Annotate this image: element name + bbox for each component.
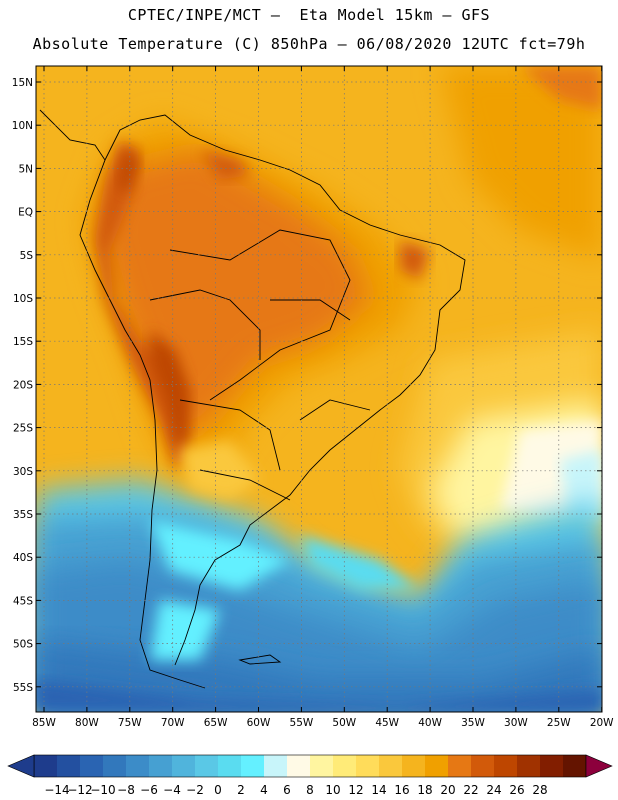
- color-scale-label: 6: [283, 783, 291, 797]
- latitude-label: 40S: [13, 552, 33, 564]
- coastlines: [39, 109, 466, 689]
- color-scale-cell: [241, 755, 265, 777]
- color-scale-cell: [563, 755, 587, 777]
- color-scale-label: 16: [394, 783, 409, 797]
- color-scale-cell: [80, 755, 104, 777]
- color-scale-label: −12: [67, 783, 92, 797]
- color-scale-cell: [494, 755, 518, 777]
- latitude-label: 30S: [13, 466, 33, 478]
- longitude-label: 65W: [204, 717, 228, 729]
- color-scale-label: −14: [44, 783, 69, 797]
- color-scale-label: −8: [117, 783, 135, 797]
- longitude-label: 30W: [504, 717, 528, 729]
- color-scale-label: 20: [440, 783, 455, 797]
- longitude-label: 20W: [590, 717, 614, 729]
- latitude-label: 5S: [20, 250, 34, 262]
- color-scale-cell: [471, 755, 495, 777]
- temperature-map: 15N 10N 5N EQ 5S 10S 15S 20S 25S 30S 35S 40S 45S 50S 5…: [12, 65, 614, 729]
- color-scale-cell: [172, 755, 196, 777]
- color-scale-label: −10: [90, 783, 115, 797]
- latitude-label: 10N: [12, 120, 33, 132]
- color-scale-label: 18: [417, 783, 432, 797]
- color-scale-label: 26: [509, 783, 524, 797]
- color-scale-label: 2: [237, 783, 245, 797]
- map-frame: [35, 65, 603, 713]
- longitude-label: 45W: [375, 717, 399, 729]
- color-scale-label: 22: [463, 783, 478, 797]
- color-scale-cell: [103, 755, 127, 777]
- color-scale-cell: [540, 755, 564, 777]
- color-scale-labels: −14−12−10 −8 −6 −4 −2 0 2 4 6 8 10 12 14 16 18 20 22 24 26…: [44, 783, 547, 797]
- color-scale-label: 0: [214, 783, 222, 797]
- color-scale-cell: [356, 755, 380, 777]
- longitude-label: 25W: [547, 717, 571, 729]
- color-scale-bar: −14−12−10 −8 −6 −4 −2 0 2 4 6 8 10 12 14 16 18 20 22 24 26…: [7, 754, 613, 797]
- title-line-2: Absolute Temperature (C) 850hPa – 06/08/…: [32, 35, 586, 53]
- latitude-label: 10S: [13, 293, 33, 305]
- color-scale-cell: [57, 755, 81, 777]
- longitude-label: 70W: [161, 717, 185, 729]
- color-scale-label: 4: [260, 783, 268, 797]
- color-scale-cell: [379, 755, 403, 777]
- color-scale-cell: [402, 755, 426, 777]
- color-scale-label: −6: [140, 783, 158, 797]
- longitude-label: 80W: [75, 717, 99, 729]
- longitude-label: 55W: [290, 717, 314, 729]
- color-scale-cell: [218, 755, 242, 777]
- longitude-label: 50W: [332, 717, 356, 729]
- longitude-label: 85W: [32, 717, 56, 729]
- longitude-label: 35W: [461, 717, 485, 729]
- longitude-label: 60W: [247, 717, 271, 729]
- latitude-labels: 15N 10N 5N EQ 5S 10S 15S 20S 25S 30S 35S 40S 45S 50S 5…: [12, 77, 34, 694]
- longitude-label: 40W: [418, 717, 442, 729]
- color-scale-cells: [33, 754, 587, 778]
- color-scale-low-arrow: [7, 754, 35, 778]
- color-scale-label: 24: [486, 783, 501, 797]
- latitude-label: 15N: [12, 77, 33, 89]
- latitude-label: 15S: [13, 336, 33, 348]
- color-scale-cell: [448, 755, 472, 777]
- latitude-label: 55S: [13, 682, 33, 694]
- color-scale-cell: [34, 755, 58, 777]
- latitude-label: 45S: [13, 595, 33, 607]
- latitude-label: 5N: [18, 163, 33, 175]
- color-scale-label: 28: [532, 783, 547, 797]
- color-scale-cell: [517, 755, 541, 777]
- color-scale-label: −2: [186, 783, 204, 797]
- color-scale-cell: [195, 755, 219, 777]
- latitude-label: 20S: [13, 379, 33, 391]
- color-scale-high-arrow: [585, 754, 613, 778]
- color-scale-label: −4: [163, 783, 181, 797]
- temperature-field: [36, 66, 602, 712]
- color-scale-label: 10: [325, 783, 340, 797]
- color-scale-cell: [149, 755, 173, 777]
- latitude-label: EQ: [18, 207, 33, 219]
- title-line-1: CPTEC/INPE/MCT – Eta Model 15km – GFS: [127, 6, 491, 24]
- latitude-label: 35S: [13, 509, 33, 521]
- latitude-label: 50S: [13, 639, 33, 651]
- longitude-label: 75W: [118, 717, 142, 729]
- color-scale-cell: [126, 755, 150, 777]
- color-scale-label: 12: [348, 783, 363, 797]
- color-scale-cell: [425, 755, 449, 777]
- color-scale-cell: [287, 755, 311, 777]
- color-scale-cell: [333, 755, 357, 777]
- color-scale-label: 8: [306, 783, 314, 797]
- color-scale-cell: [264, 755, 288, 777]
- latitude-label: 25S: [13, 423, 33, 435]
- color-scale-label: 14: [371, 783, 386, 797]
- longitude-labels: 85W 80W 75W 70W 65W 60W 55W 50W 45W 40W 35W 30W 25W 2…: [32, 717, 614, 729]
- map-ticks: [36, 66, 603, 712]
- color-scale-cell: [310, 755, 334, 777]
